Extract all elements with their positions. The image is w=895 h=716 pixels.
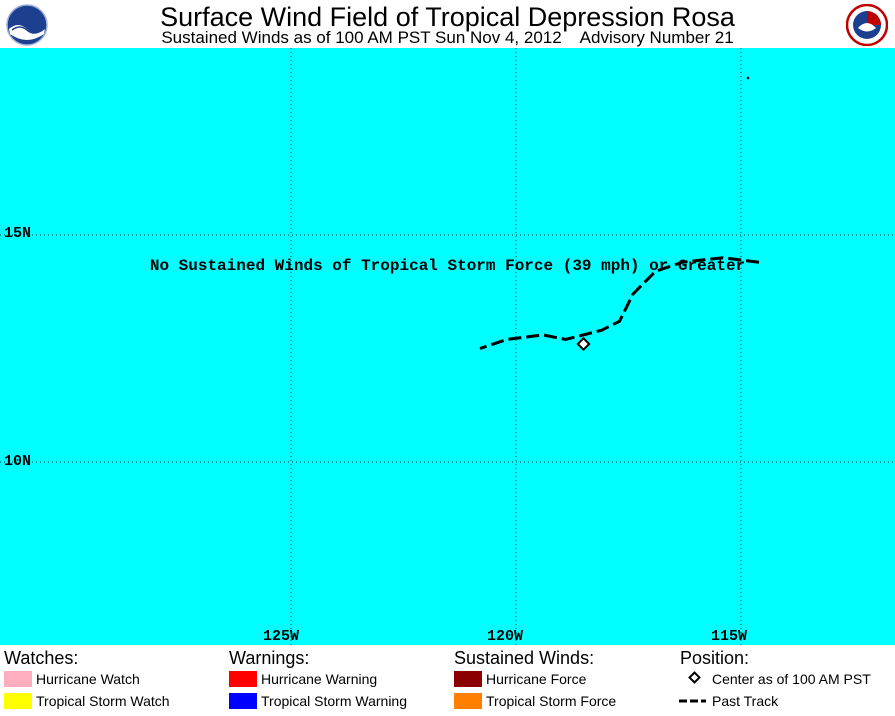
map-area: 15N 10N 125W 120W 115W No Sustained Wind… <box>0 48 895 645</box>
lat-label-10n: 10N <box>4 453 32 470</box>
map-header: Surface Wind Field of Tropical Depressio… <box>0 0 895 48</box>
legend-heading-position: Position: <box>680 648 750 668</box>
legend-label-hurricane-warning: Hurricane Warning <box>261 671 378 687</box>
noaa-logo <box>6 4 48 46</box>
legend-position: Position: <box>680 648 749 668</box>
lon-label-115w: 115W <box>711 628 748 645</box>
map-title: Surface Wind Field of Tropical Depressio… <box>160 2 735 32</box>
swatch-tropical-storm-warning <box>229 693 257 709</box>
nws-logo <box>846 4 888 46</box>
legend-heading-watches: Watches: <box>4 648 79 668</box>
storm-center-diamond-icon <box>576 336 591 352</box>
legend-heading-warnings: Warnings: <box>229 648 310 668</box>
legend-heading-sustained-winds: Sustained Winds: <box>454 648 595 668</box>
legend-label-tropical-storm-watch: Tropical Storm Watch <box>36 693 170 709</box>
legend-label-past-track: Past Track <box>712 693 779 709</box>
map-subtitle: Sustained Winds as of 100 AM PST Sun Nov… <box>161 28 734 47</box>
past-track <box>479 256 760 350</box>
legend-warnings: Warnings: <box>229 648 309 668</box>
legend: Watches: Hurricane Watch Tropical Storm … <box>0 645 895 716</box>
swatch-tropical-storm-force <box>454 693 482 709</box>
island-speck <box>746 76 750 80</box>
map-canvas <box>0 48 895 645</box>
legend-watches: Watches: <box>4 648 78 668</box>
legend-sustained-winds: Sustained Winds: <box>454 648 594 668</box>
legend-label-tropical-storm-force: Tropical Storm Force <box>486 693 617 709</box>
legend-label-hurricane-watch: Hurricane Watch <box>36 671 140 687</box>
no-winds-note: No Sustained Winds of Tropical Storm For… <box>149 257 746 275</box>
swatch-tropical-storm-watch <box>4 693 32 709</box>
swatch-hurricane-force <box>454 671 482 687</box>
legend-label-center: Center as of 100 AM PST <box>712 671 871 687</box>
diamond-icon <box>688 671 701 684</box>
legend-label-tropical-storm-warning: Tropical Storm Warning <box>261 693 408 709</box>
swatch-hurricane-warning <box>229 671 257 687</box>
legend-label-hurricane-force: Hurricane Force <box>486 671 587 687</box>
swatch-hurricane-watch <box>4 671 32 687</box>
dashed-line-icon <box>679 699 706 703</box>
lon-label-120w: 120W <box>487 628 524 645</box>
lon-label-125w: 125W <box>263 628 300 645</box>
lat-label-15n: 15N <box>4 225 32 242</box>
